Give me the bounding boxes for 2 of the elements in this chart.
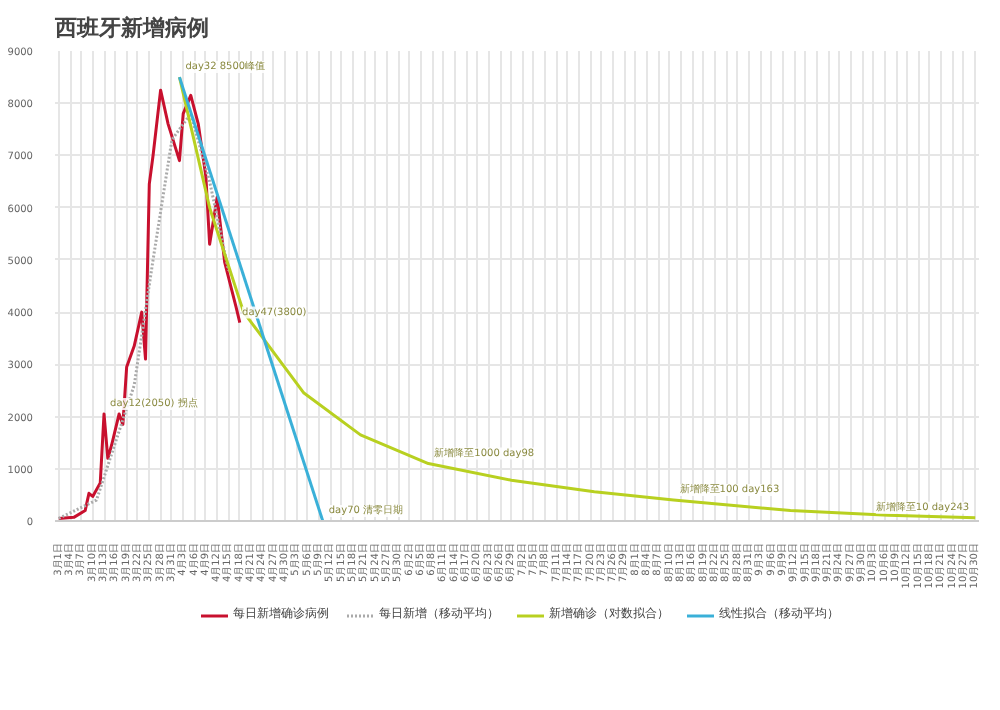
chart-title: 西班牙新增病例: [53, 15, 209, 41]
line-series: [177, 75, 977, 520]
